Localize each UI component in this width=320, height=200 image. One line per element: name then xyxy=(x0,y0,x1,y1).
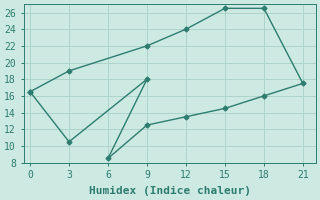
X-axis label: Humidex (Indice chaleur): Humidex (Indice chaleur) xyxy=(89,186,251,196)
